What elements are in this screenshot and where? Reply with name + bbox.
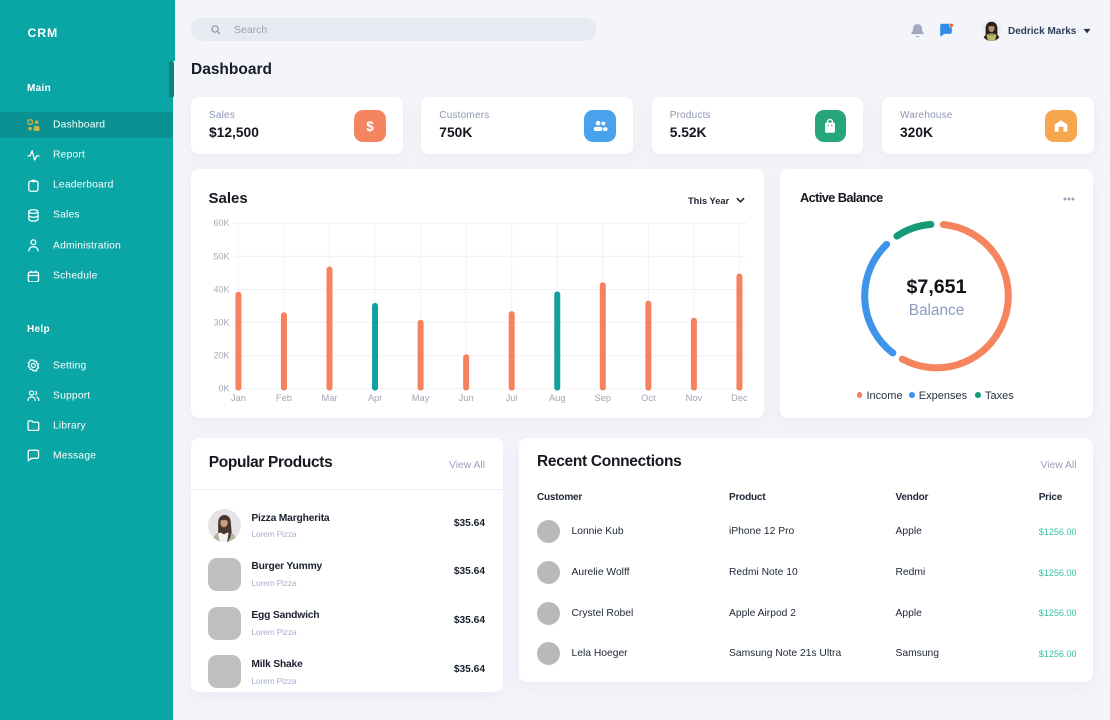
svg-text:$: $ [366,119,374,134]
svg-text:60K: 60K [213,218,229,228]
svg-text:Feb: Feb [276,393,292,403]
svg-text:Oct: Oct [641,393,656,403]
svg-text:Mar: Mar [321,393,337,403]
svg-text:May: May [412,393,430,403]
svg-text:0K: 0K [218,383,229,393]
svg-text:Nov: Nov [686,393,703,403]
svg-text:Sep: Sep [595,393,612,403]
svg-text:Jun: Jun [459,393,474,403]
svg-text:Dec: Dec [731,393,748,403]
svg-text:50K: 50K [213,251,229,261]
svg-text:Apr: Apr [368,393,382,403]
svg-text:Jan: Jan [231,393,246,403]
svg-text:40K: 40K [213,284,229,294]
svg-text:30K: 30K [213,317,229,327]
svg-text:Jul: Jul [506,393,518,403]
svg-text:20K: 20K [213,350,229,360]
svg-text:Aug: Aug [549,393,566,403]
